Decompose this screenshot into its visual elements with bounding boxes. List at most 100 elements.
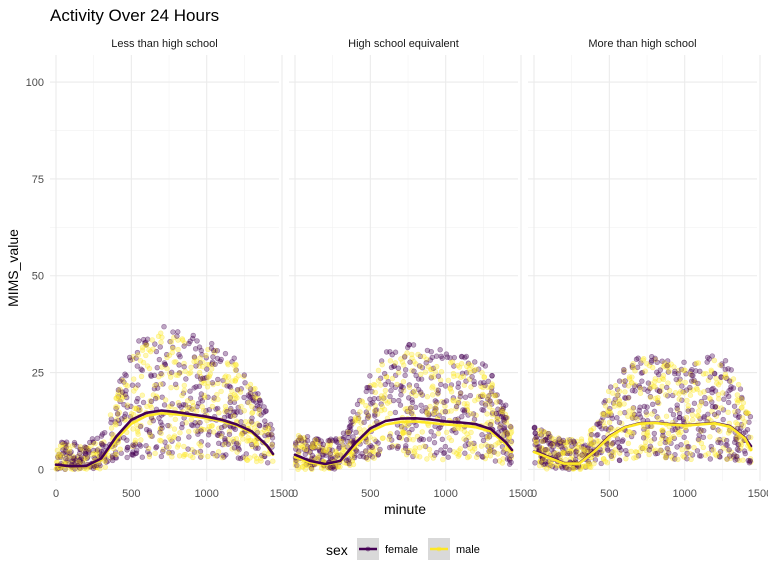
scatter-point: [97, 450, 103, 456]
scatter-point: [455, 380, 462, 386]
scatter-point: [498, 421, 504, 427]
scatter-point: [99, 431, 106, 437]
scatter-point: [687, 392, 694, 398]
scatter-point: [475, 366, 482, 372]
scatter-point: [558, 463, 565, 470]
scatter-point: [248, 437, 254, 444]
scatter-point: [132, 439, 138, 446]
scatter-point: [92, 440, 98, 447]
scatter-point: [123, 388, 129, 394]
scatter-point: [501, 414, 507, 420]
scatter-point: [424, 407, 431, 413]
scatter-point: [636, 411, 642, 417]
scatter-point: [352, 416, 359, 423]
scatter-point: [724, 456, 730, 462]
scatter-point: [608, 384, 614, 390]
scatter-point: [156, 373, 162, 380]
scatter-point: [608, 442, 614, 448]
scatter-point: [353, 429, 359, 436]
scatter-point: [131, 376, 137, 382]
scatter-point: [456, 448, 462, 454]
scatter-point: [98, 440, 105, 447]
scatter-point: [196, 344, 203, 350]
scatter-point: [182, 368, 188, 375]
scatter-point: [144, 341, 150, 348]
scatter-point: [205, 432, 212, 438]
scatter-point: [647, 385, 653, 392]
scatter-point: [114, 395, 120, 401]
scatter-point: [487, 422, 494, 428]
scatter-point: [491, 449, 497, 455]
scatter-point: [672, 390, 679, 396]
scatter-point: [348, 419, 354, 425]
scatter-point: [124, 404, 130, 410]
scatter-point: [531, 437, 538, 443]
scatter-point: [249, 443, 256, 450]
scatter-point: [74, 454, 81, 460]
scatter-point: [223, 407, 229, 413]
scatter-point: [244, 457, 250, 463]
scatter-point: [461, 407, 468, 413]
scatter-point: [59, 444, 66, 451]
scatter-point: [542, 437, 548, 443]
scatter-point: [602, 458, 609, 465]
scatter-point: [221, 454, 227, 460]
scatter-point: [130, 452, 136, 458]
scatter-point: [664, 364, 670, 371]
scatter-point: [254, 428, 260, 434]
scatter-point: [593, 437, 600, 444]
scatter-point: [332, 448, 339, 454]
scatter-point: [737, 386, 744, 392]
scatter-point: [669, 427, 676, 433]
scatter-point: [508, 425, 515, 432]
scatter-point: [218, 433, 224, 439]
scatter-point: [660, 376, 667, 383]
scatter-point: [400, 384, 406, 391]
scatter-point: [466, 366, 472, 372]
scatter-point: [437, 377, 444, 383]
scatter-point: [715, 392, 722, 398]
scatter-point: [644, 361, 650, 367]
scatter-point: [684, 445, 690, 452]
scatter-point: [176, 370, 183, 376]
scatter-point: [365, 439, 371, 446]
scatter-point: [721, 396, 727, 402]
scatter-point: [191, 449, 198, 455]
scatter-point: [432, 405, 438, 412]
scatter-point: [638, 444, 644, 450]
scatter-point: [534, 441, 540, 447]
scatter-point: [327, 464, 333, 470]
scatter-point: [113, 416, 120, 423]
scatter-point: [113, 451, 119, 458]
legend-key-point: [365, 546, 371, 552]
scatter-point: [673, 376, 679, 383]
scatter-point: [269, 442, 275, 448]
scatter-point: [726, 447, 732, 453]
scatter-point: [553, 462, 560, 468]
scatter-point: [164, 354, 170, 361]
scatter-point: [186, 404, 193, 411]
scatter-point: [387, 358, 394, 364]
scatter-point: [438, 381, 444, 388]
scatter-point: [225, 413, 231, 419]
scatter-point: [605, 388, 612, 394]
scatter-point: [666, 450, 672, 456]
scatter-point: [70, 455, 76, 462]
scatter-point: [206, 429, 213, 435]
scatter-point: [719, 361, 725, 367]
scatter-point: [229, 378, 236, 384]
scatter-point: [531, 425, 538, 431]
scatter-point: [465, 360, 472, 366]
scatter-point: [167, 370, 173, 377]
scatter-point: [471, 378, 477, 385]
scatter-point: [195, 400, 202, 407]
scatter-point: [500, 405, 507, 412]
scatter-point: [666, 368, 672, 374]
scatter-point: [457, 446, 464, 452]
scatter-point: [727, 455, 734, 461]
scatter-point: [654, 359, 660, 366]
scatter-point: [449, 359, 456, 365]
scatter-point: [468, 429, 474, 436]
scatter-point: [375, 440, 381, 446]
scatter-point: [617, 410, 623, 416]
